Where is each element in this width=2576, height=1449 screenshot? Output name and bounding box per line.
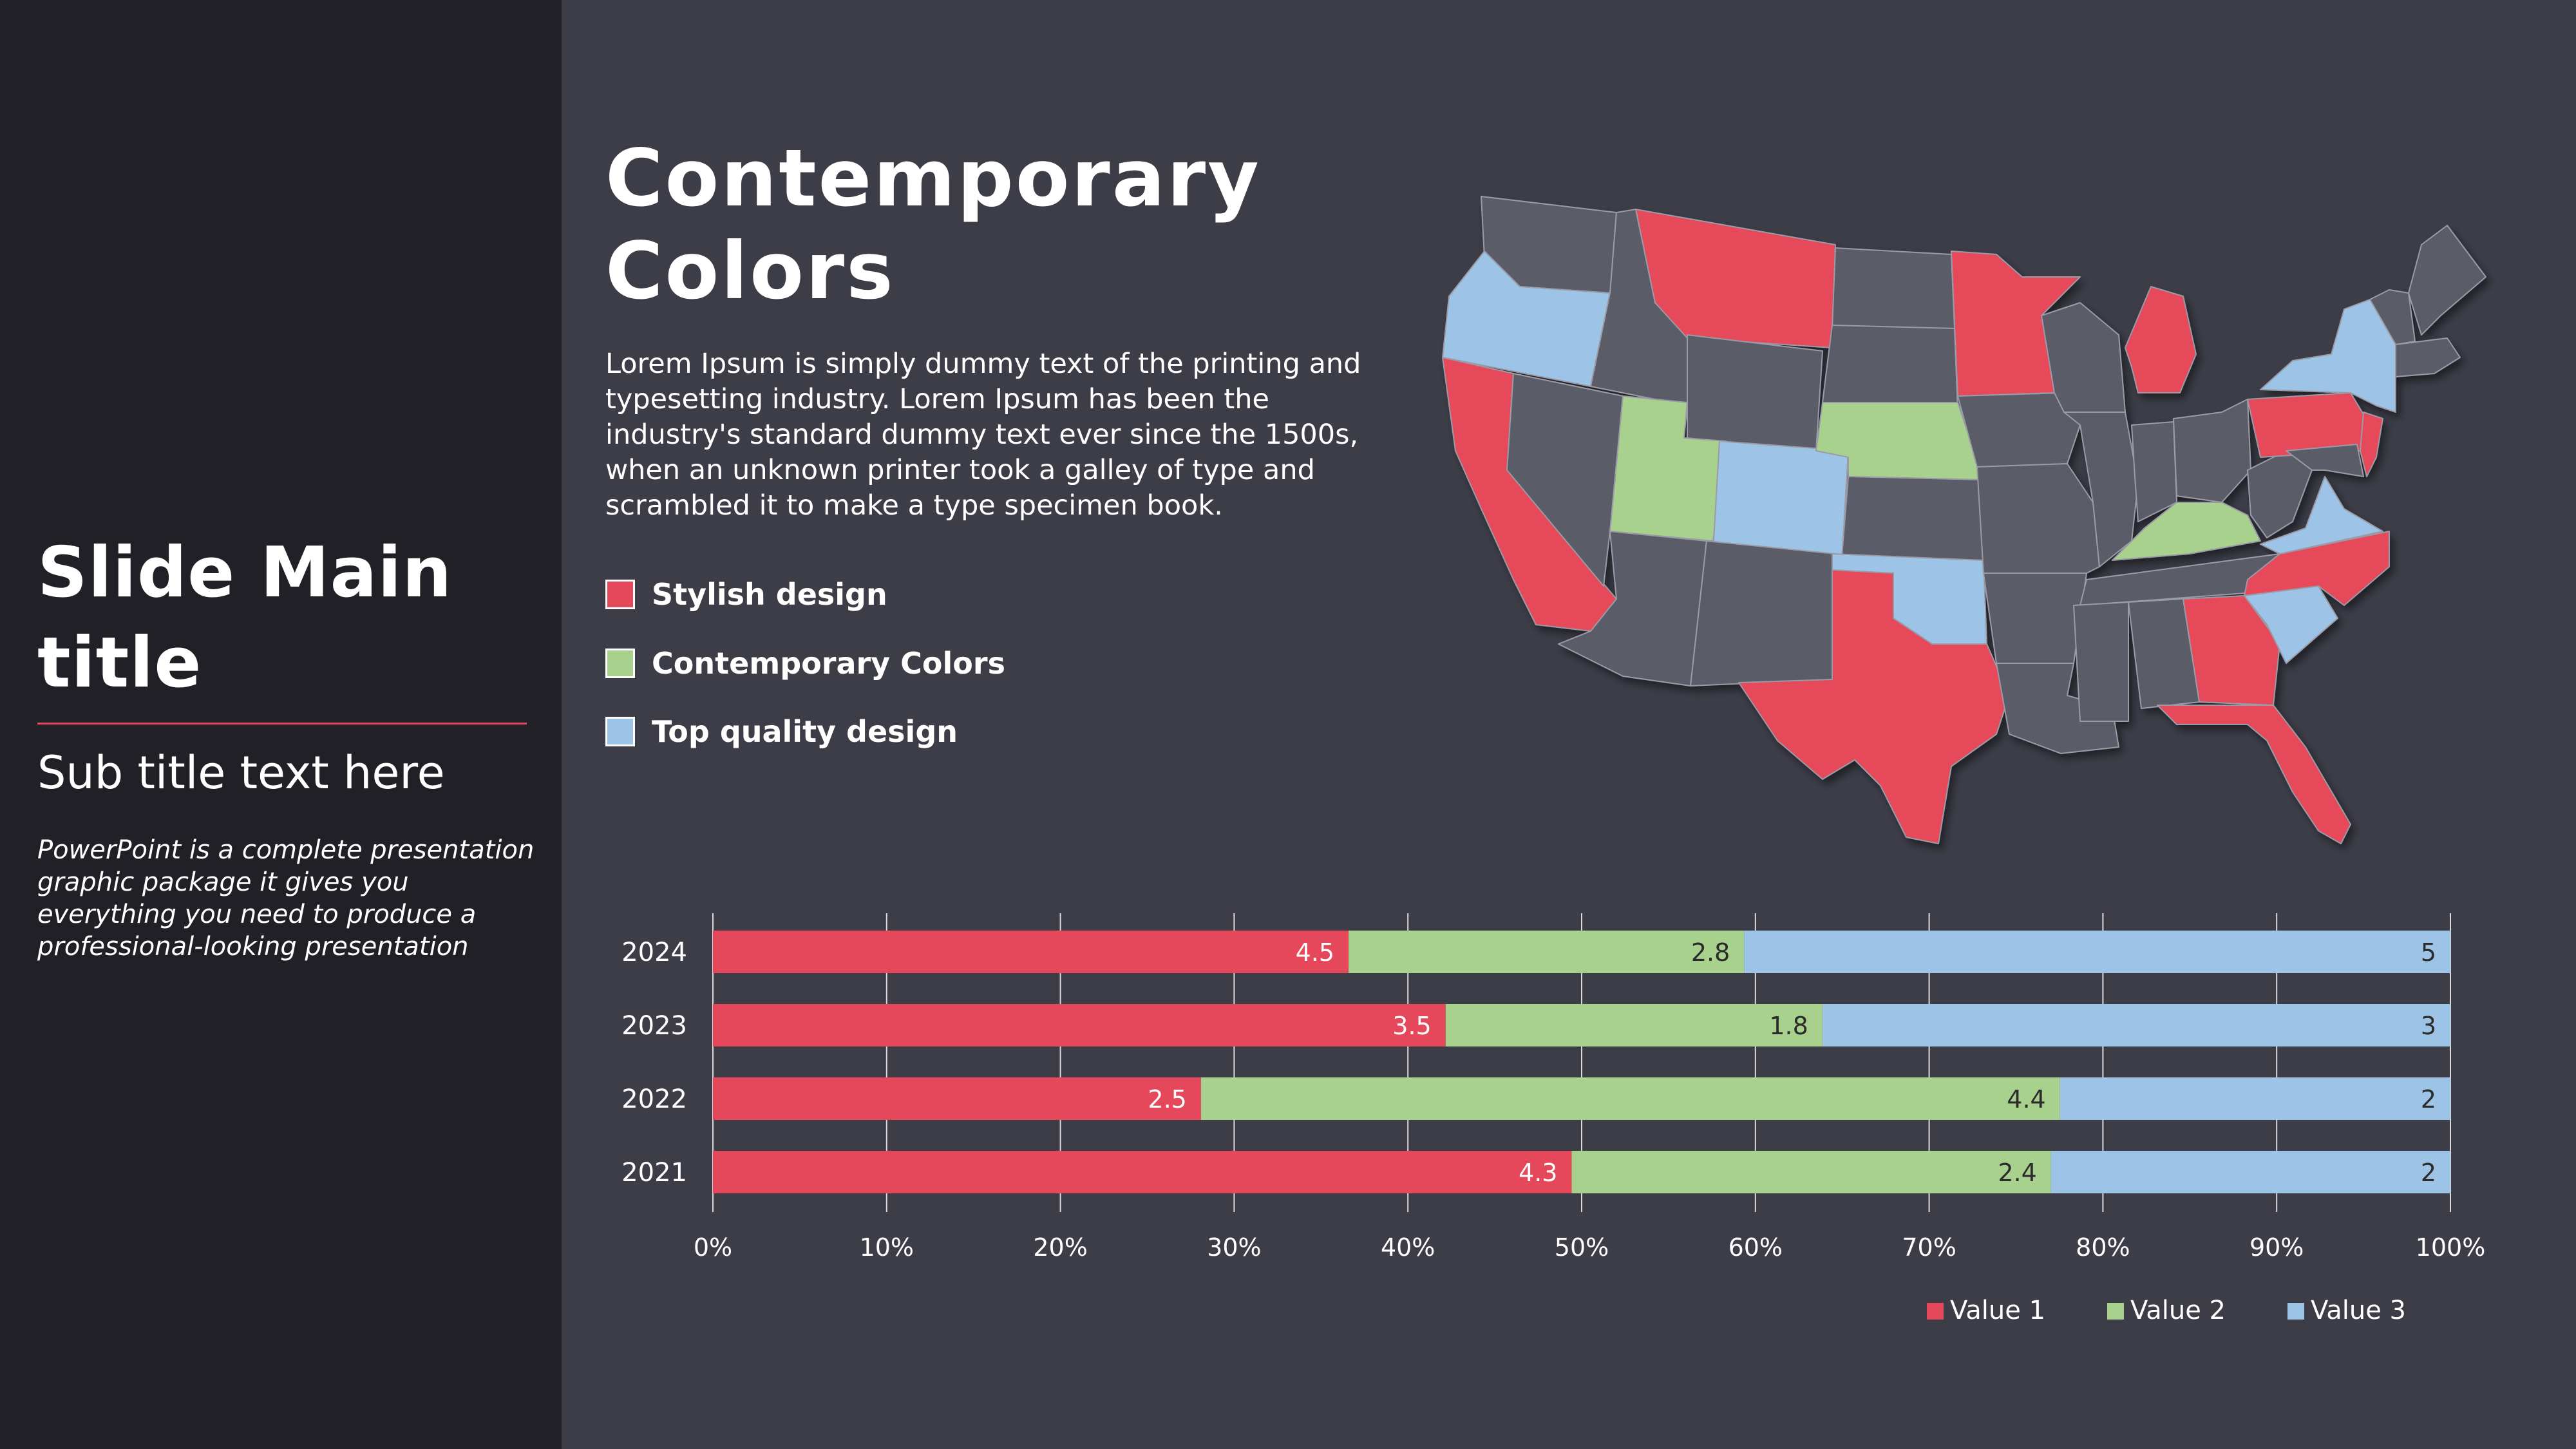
data-label: 4.4 [2007, 1085, 2045, 1113]
data-label: 1.8 [1769, 1012, 1808, 1040]
map-legend-label: Top quality design [652, 714, 958, 749]
bar-segment [1571, 1151, 2051, 1193]
bar-segment [1822, 1004, 2450, 1046]
bar-segment [2050, 1151, 2450, 1193]
x-tick-label: 40% [1381, 1233, 1435, 1262]
map-legend-swatch [605, 649, 635, 678]
slide-main-title: Slide Main title [37, 533, 453, 703]
state-mississippi [2073, 601, 2129, 722]
bar-segment [713, 1077, 1201, 1120]
state-new-jersey [2360, 412, 2383, 477]
y-category-label: 2022 [621, 1084, 687, 1114]
x-tick-label: 50% [1555, 1233, 1609, 1262]
bar-segment [1349, 931, 1745, 973]
bar-segment [1445, 1004, 1823, 1046]
x-tick-label: 60% [1728, 1233, 1783, 1262]
state-indiana [2131, 421, 2177, 522]
legend-label: Value 1 [1950, 1296, 2045, 1325]
legend-swatch [2107, 1303, 2124, 1320]
map-legend-swatch [605, 717, 635, 746]
map-legend-item-contemporary: Contemporary Colors [605, 645, 1005, 681]
bar-segment [713, 1004, 1446, 1046]
state-texas [1738, 569, 2010, 844]
x-tick-label: 0% [694, 1233, 732, 1262]
state-massachusetts-ct-ri [2395, 337, 2461, 377]
data-label: 3.5 [1392, 1012, 1431, 1040]
data-label: 2.5 [1148, 1085, 1186, 1113]
data-label: 2.4 [1998, 1159, 2036, 1187]
bar-segment [713, 1151, 1572, 1193]
state-vermont-nh [2369, 289, 2416, 345]
map-legend-label: Stylish design [652, 577, 887, 612]
us-states-map [1442, 196, 2486, 844]
data-label: 2 [2421, 1085, 2436, 1113]
x-tick-label: 100% [2416, 1233, 2486, 1262]
state-kentucky [2112, 502, 2261, 561]
data-label: 2 [2421, 1159, 2436, 1187]
map-legend-label: Contemporary Colors [652, 646, 1005, 681]
legend-swatch [1927, 1303, 1944, 1320]
data-label: 5 [2421, 938, 2436, 967]
x-tick-label: 10% [860, 1233, 914, 1262]
bar-segment [713, 931, 1349, 973]
map-legend-swatch [605, 580, 635, 609]
data-label: 2.8 [1691, 938, 1730, 967]
state-maine [2408, 225, 2486, 336]
x-tick-label: 20% [1033, 1233, 1087, 1262]
legend-swatch [2287, 1303, 2304, 1320]
title-divider [37, 723, 527, 724]
state-illinois [2063, 412, 2139, 567]
y-category-label: 2021 [621, 1158, 687, 1188]
y-category-label: 2024 [621, 938, 687, 967]
state-louisiana [1996, 663, 2119, 754]
data-label: 4.3 [1519, 1159, 1557, 1187]
map-legend-item-stylish: Stylish design [605, 576, 887, 612]
state-nevada [1506, 373, 1624, 587]
state-maryland [2286, 444, 2364, 477]
data-label: 3 [2421, 1012, 2436, 1040]
x-tick-label: 80% [2076, 1233, 2130, 1262]
legend-label: Value 2 [2130, 1296, 2226, 1325]
x-tick-label: 70% [1902, 1233, 1956, 1262]
legend-label: Value 3 [2311, 1296, 2406, 1325]
bar-segment [1744, 931, 2450, 973]
bar-segment [2060, 1077, 2450, 1120]
x-tick-label: 30% [1207, 1233, 1261, 1262]
bar-segment [1200, 1077, 2060, 1120]
x-tick-label: 90% [2249, 1233, 2304, 1262]
y-category-label: 2023 [621, 1011, 687, 1041]
state-iowa [1957, 392, 2081, 468]
content-title: Contemporary Colors [605, 133, 1261, 317]
data-label: 4.5 [1296, 938, 1334, 967]
slide-subtitle: Sub title text here [37, 746, 445, 799]
state-florida [2157, 705, 2351, 844]
slide-description: PowerPoint is a complete presentation gr… [37, 835, 535, 961]
map-legend-item-quality: Top quality design [605, 714, 958, 750]
state-virginia [2260, 476, 2383, 554]
state-michigan [2125, 286, 2197, 393]
left-panel [0, 0, 562, 1449]
content-description: Lorem Ipsum is simply dummy text of the … [605, 348, 1361, 522]
state-georgia [2183, 595, 2280, 706]
